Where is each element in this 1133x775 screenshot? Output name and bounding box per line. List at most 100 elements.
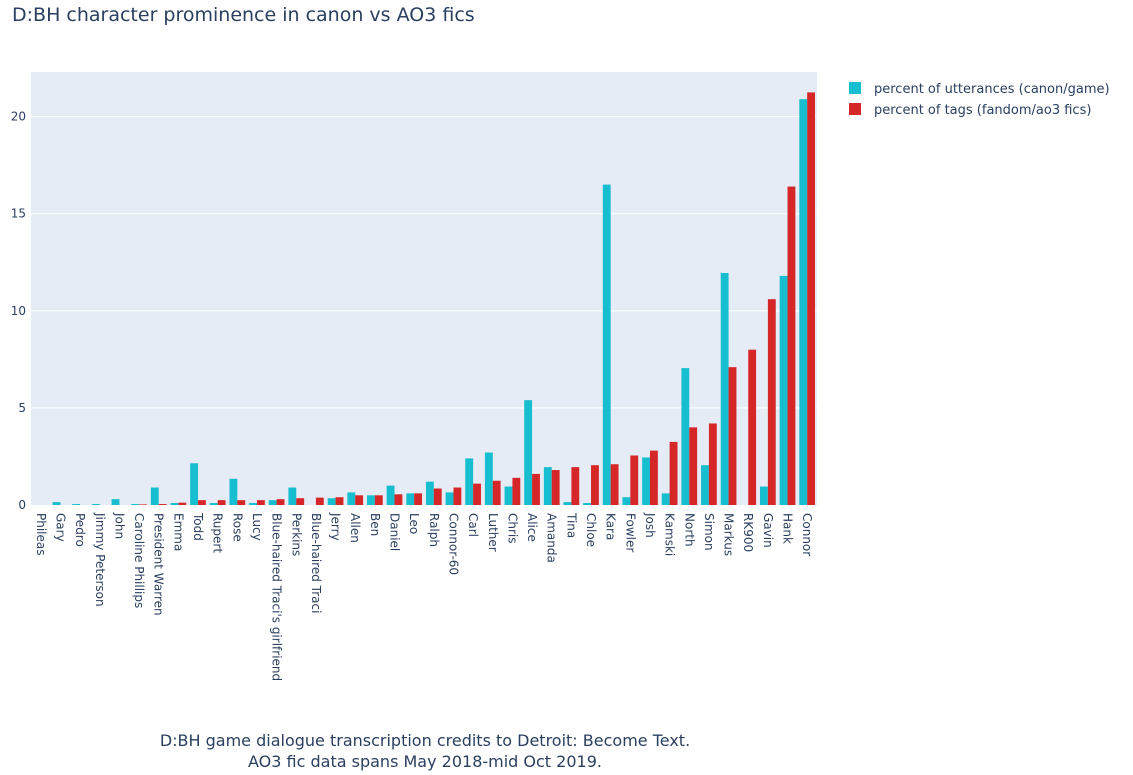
x-tick-label: Perkins	[289, 513, 303, 556]
bar-series-2-10[interactable]	[237, 500, 246, 505]
bar-series-1-10[interactable]	[229, 478, 238, 505]
y-axis-ticks: 0 5 10 15 20	[11, 110, 26, 512]
x-tick-label: Jimmy Peterson	[93, 512, 107, 607]
bar-series-2-8[interactable]	[198, 500, 206, 505]
bar-series-2-32[interactable]	[669, 441, 678, 505]
legend-label[interactable]: percent of tags (fandom/ao3 fics)	[874, 103, 1091, 118]
bar-series-2-28[interactable]	[591, 465, 599, 505]
legend-label[interactable]: percent of utterances (canon/game)	[874, 82, 1110, 97]
bar-series-2-17[interactable]	[374, 495, 383, 505]
bar-series-1-38[interactable]	[779, 275, 788, 505]
x-tick-label: Josh	[643, 512, 657, 538]
bar-series-1-13[interactable]	[288, 487, 297, 505]
bar-series-2-18[interactable]	[394, 494, 403, 505]
x-tick-label: Ralph	[427, 513, 441, 547]
bar-series-1-20[interactable]	[425, 481, 434, 505]
bar-series-2-25[interactable]	[532, 473, 540, 505]
bar-series-1-16[interactable]	[347, 492, 356, 505]
x-tick-label: Allen	[348, 513, 362, 543]
x-tick-label: Lucy	[250, 513, 264, 541]
legend-swatch[interactable]	[849, 82, 861, 94]
bar-series-1-17[interactable]	[367, 495, 375, 505]
bar-series-2-35[interactable]	[728, 367, 737, 505]
bar-series-1-4[interactable]	[111, 499, 120, 505]
bar-series-2-6[interactable]	[158, 504, 167, 505]
bar-series-1-2[interactable]	[72, 504, 81, 505]
bar-series-2-7[interactable]	[178, 502, 187, 505]
bar-series-2-16[interactable]	[355, 495, 364, 505]
bar-series-1-31[interactable]	[642, 457, 650, 505]
bar-series-1-35[interactable]	[720, 272, 729, 505]
bar-series-1-23[interactable]	[484, 452, 493, 505]
bar-series-2-31[interactable]	[649, 450, 658, 505]
bar-series-2-37[interactable]	[767, 299, 776, 505]
bar-series-2-22[interactable]	[473, 483, 481, 505]
bar-series-1-22[interactable]	[465, 458, 474, 505]
bar-series-1-37[interactable]	[760, 486, 768, 505]
x-tick-label: Leo	[407, 513, 421, 534]
caption-line-1: D:BH game dialogue transcription credits…	[160, 731, 690, 750]
x-tick-label: Hank	[781, 513, 795, 544]
bar-series-1-5[interactable]	[131, 504, 140, 505]
bar-series-1-6[interactable]	[150, 487, 159, 505]
bar-series-1-27[interactable]	[563, 502, 572, 505]
bar-series-1-19[interactable]	[406, 493, 415, 505]
bar-series-1-28[interactable]	[583, 503, 592, 505]
bar-series-2-24[interactable]	[512, 477, 521, 505]
bar-series-2-20[interactable]	[433, 488, 442, 506]
bar-series-2-14[interactable]	[315, 497, 324, 505]
bar-series-2-19[interactable]	[414, 493, 423, 505]
legend: percent of utterances (canon/game) percen…	[849, 82, 1110, 118]
bar-series-2-34[interactable]	[708, 423, 717, 505]
bar-series-2-33[interactable]	[689, 427, 698, 505]
bar-series-1-18[interactable]	[386, 485, 395, 505]
bar-series-2-29[interactable]	[610, 464, 619, 505]
x-tick-label: Emma	[171, 513, 185, 551]
y-tick-label: 20	[11, 110, 26, 124]
x-tick-label: Todd	[191, 512, 205, 541]
bar-series-1-21[interactable]	[445, 492, 454, 505]
bar-series-1-1[interactable]	[52, 502, 61, 505]
bar-series-1-25[interactable]	[524, 400, 533, 505]
bar-series-2-36[interactable]	[748, 349, 757, 505]
bar-series-1-11[interactable]	[249, 503, 257, 505]
bar-series-1-29[interactable]	[602, 184, 611, 505]
bar-series-1-39[interactable]	[799, 99, 808, 506]
x-tick-label: Gavin	[761, 513, 775, 548]
bar-series-1-9[interactable]	[209, 503, 218, 505]
bar-series-2-30[interactable]	[630, 455, 639, 505]
bar-series-2-21[interactable]	[453, 487, 462, 505]
bar-series-1-34[interactable]	[701, 465, 709, 505]
bar-series-2-13[interactable]	[296, 498, 305, 505]
bar-series-1-12[interactable]	[268, 500, 277, 505]
bar-series-1-33[interactable]	[681, 368, 690, 505]
bar-series-2-9[interactable]	[217, 500, 226, 505]
x-tick-label: Amanda	[545, 513, 559, 563]
bar-series-1-24[interactable]	[504, 486, 513, 505]
bar-series-2-11[interactable]	[256, 500, 265, 505]
bar-series-1-7[interactable]	[170, 503, 179, 505]
bar-series-2-27[interactable]	[571, 467, 580, 505]
x-tick-label: Fowler	[623, 513, 637, 552]
bar-series-2-23[interactable]	[492, 480, 501, 505]
bar-series-2-38[interactable]	[787, 186, 796, 505]
bar-series-2-39[interactable]	[807, 92, 816, 505]
bar-series-1-32[interactable]	[661, 493, 670, 505]
x-tick-label: Simon	[702, 513, 716, 551]
bar-series-1-26[interactable]	[543, 467, 552, 505]
x-tick-label: Rose	[230, 513, 244, 542]
x-tick-label: Carl	[466, 513, 480, 537]
legend-swatch[interactable]	[849, 103, 861, 115]
bar-series-1-8[interactable]	[190, 463, 199, 505]
bar-series-1-15[interactable]	[327, 498, 336, 505]
bar-series-1-3[interactable]	[91, 504, 100, 505]
x-axis-ticks: Phileas Gary Pedro Jimmy Peterson John Caroli…	[34, 512, 814, 681]
bar-series-2-26[interactable]	[551, 470, 560, 505]
bar-series-2-15[interactable]	[335, 497, 344, 505]
x-tick-label: North	[682, 513, 696, 547]
x-tick-label: Rupert	[211, 513, 225, 553]
bar-series-2-5[interactable]	[139, 504, 147, 505]
bar-series-2-12[interactable]	[276, 499, 285, 505]
bar-series-1-30[interactable]	[622, 497, 631, 505]
y-tick-label: 0	[18, 498, 26, 512]
